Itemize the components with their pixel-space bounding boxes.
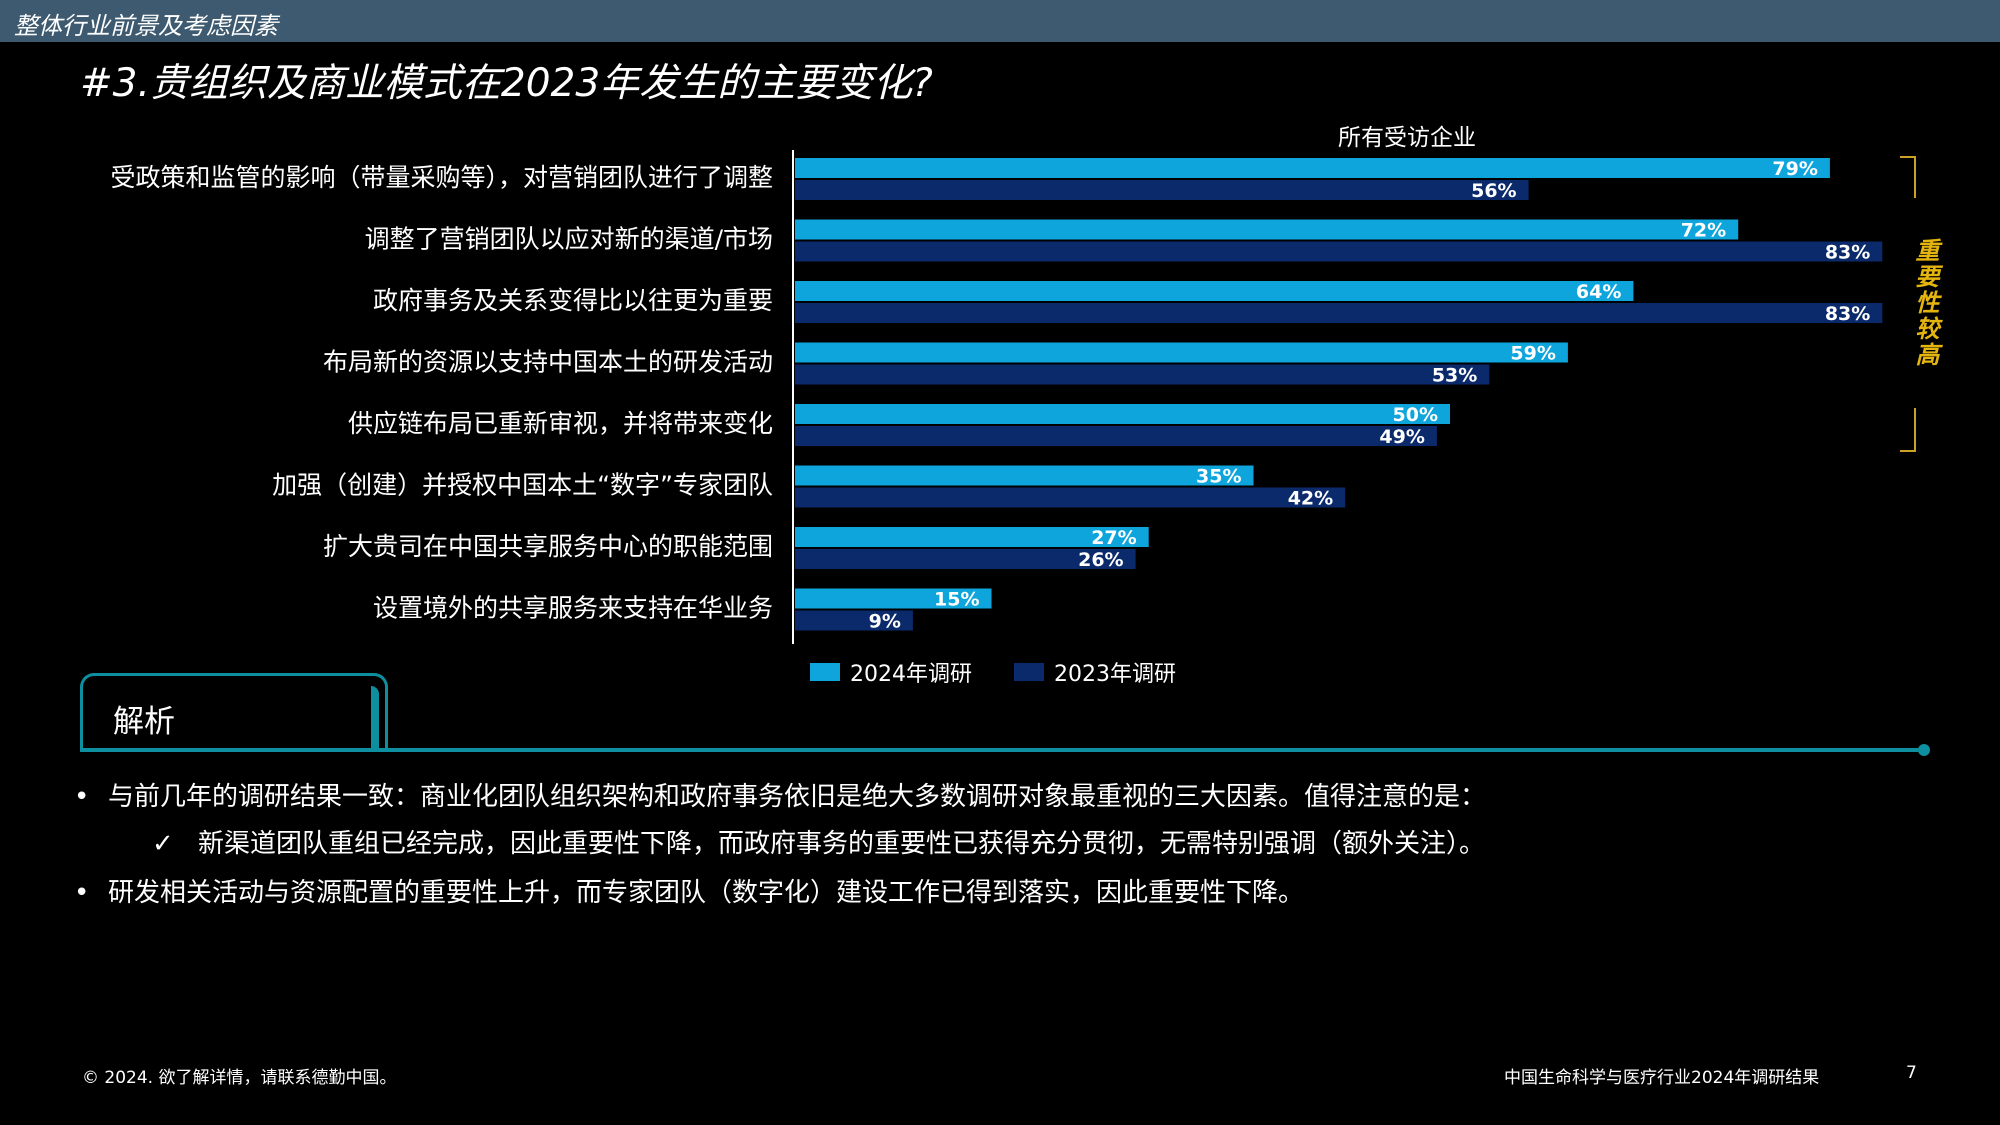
footer-report-title: 中国生命科学与医疗行业2024年调研结果 bbox=[1504, 1068, 1820, 1088]
analysis-tab: 解析 bbox=[80, 673, 388, 750]
bar-2024 bbox=[795, 588, 992, 609]
bar-value-label: 64% bbox=[1576, 281, 1621, 303]
bar-value-label: 59% bbox=[1510, 343, 1555, 365]
bar-value-label: 49% bbox=[1379, 426, 1424, 448]
legend-label-2024: 2024年调研 bbox=[850, 662, 972, 687]
analysis-bullet-2-text: 研发相关活动与资源配置的重要性上升，而专家团队（数字化）建设工作已得到落实，因此… bbox=[108, 878, 1305, 908]
category-label: 布局新的资源以支持中国本土的研发活动 bbox=[323, 348, 773, 377]
bar-2024 bbox=[795, 281, 1634, 301]
bar-2023 bbox=[795, 364, 1490, 385]
bullet-dot-icon: • bbox=[74, 782, 90, 812]
analysis-heading: 解析 bbox=[113, 704, 175, 740]
category-label: 加强（创建）并授权中国本土“数字”专家团队 bbox=[272, 471, 773, 500]
bar-value-label: 35% bbox=[1196, 466, 1241, 488]
category-label: 扩大贵司在中国共享服务中心的职能范围 bbox=[323, 532, 773, 561]
analysis-bullet-1-text: 与前几年的调研结果一致：商业化团队组织架构和政府事务依旧是绝大多数调研对象最重视… bbox=[108, 782, 1487, 812]
category-label: 调整了营销团队以应对新的渠道/市场 bbox=[365, 225, 773, 254]
bar-value-label: 27% bbox=[1091, 527, 1136, 549]
checkmark-icon: ✓ bbox=[152, 829, 174, 859]
bracket-bottom bbox=[1900, 408, 1916, 452]
bar-2023 bbox=[795, 487, 1346, 508]
bullet-dot-icon: • bbox=[74, 878, 90, 908]
bar-2023 bbox=[795, 610, 913, 631]
bar-2024 bbox=[795, 158, 1830, 178]
analysis-bullet-2: • 研发相关活动与资源配置的重要性上升，而专家团队（数字化）建设工作已得到落实，因… bbox=[74, 872, 1304, 909]
bar-2023 bbox=[795, 549, 1136, 569]
bar-value-label: 53% bbox=[1432, 365, 1477, 387]
bar-chart: 受政策和监管的影响（带量采购等），对营销团队进行了调整 79% 56% 调整了营销团队… bbox=[110, 150, 1883, 644]
importance-annotation: 重要性较高 bbox=[1911, 238, 1939, 368]
footer-copyright: © 2024. 欲了解详情，请联系德勤中国。 bbox=[82, 1068, 397, 1088]
bar-value-label: 83% bbox=[1825, 242, 1870, 264]
bar-value-label: 15% bbox=[934, 589, 979, 611]
bar-value-label: 83% bbox=[1825, 303, 1870, 325]
legend-swatch-2023 bbox=[1014, 663, 1044, 681]
analysis-divider-dot bbox=[1918, 744, 1930, 756]
section-header-bar: 整体行业前景及考虑因素 bbox=[0, 0, 2000, 42]
bar-value-label: 72% bbox=[1681, 220, 1726, 242]
bar-value-label: 56% bbox=[1471, 180, 1516, 202]
category-label: 政府事务及关系变得比以往更为重要 bbox=[373, 286, 773, 315]
page-title: #3.贵组织及商业模式在2023年发生的主要变化? bbox=[80, 61, 933, 106]
bar-2024 bbox=[795, 219, 1739, 240]
category-label: 受政策和监管的影响（带量采购等），对营销团队进行了调整 bbox=[110, 163, 773, 192]
bar-value-label: 79% bbox=[1772, 158, 1817, 180]
bar-2024 bbox=[795, 342, 1568, 363]
legend-swatch-2024 bbox=[810, 663, 840, 681]
section-title: 整体行业前景及考虑因素 bbox=[14, 12, 278, 40]
chart-title: 所有受访企业 bbox=[1338, 125, 1476, 151]
analysis-divider bbox=[80, 748, 1924, 752]
bar-value-label: 9% bbox=[869, 611, 901, 633]
bar-2024 bbox=[795, 404, 1450, 424]
bar-2024 bbox=[795, 465, 1254, 486]
analysis-tab-accent bbox=[371, 686, 379, 750]
legend-label-2023: 2023年调研 bbox=[1054, 662, 1176, 687]
legend-item-2023: 2023年调研 bbox=[1014, 656, 1176, 688]
bar-value-label: 50% bbox=[1393, 404, 1438, 426]
category-label: 供应链布局已重新审视，并将带来变化 bbox=[348, 409, 773, 438]
bar-2023 bbox=[795, 426, 1437, 446]
analysis-subbullet-text: 新渠道团队重组已经完成，因此重要性下降，而政府事务的重要性已获得充分贯彻，无需特… bbox=[198, 829, 1486, 859]
analysis-bullet-1: • 与前几年的调研结果一致：商业化团队组织架构和政府事务依旧是绝大多数调研对象最重… bbox=[74, 776, 1486, 813]
bar-value-label: 26% bbox=[1078, 549, 1123, 571]
bar-2024 bbox=[795, 527, 1149, 547]
category-label: 设置境外的共享服务来支持在华业务 bbox=[373, 594, 773, 623]
bar-2023 bbox=[795, 180, 1529, 200]
analysis-subbullet: ✓ 新渠道团队重组已经完成，因此重要性下降，而政府事务的重要性已获得充分贯彻，无需… bbox=[152, 823, 1485, 860]
bar-value-label: 42% bbox=[1288, 488, 1333, 510]
bracket-top bbox=[1900, 156, 1916, 198]
bar-2023 bbox=[795, 303, 1883, 323]
legend-item-2024: 2024年调研 bbox=[810, 656, 972, 688]
bar-2023 bbox=[795, 241, 1883, 262]
page-number: 7 bbox=[1906, 1063, 1917, 1083]
